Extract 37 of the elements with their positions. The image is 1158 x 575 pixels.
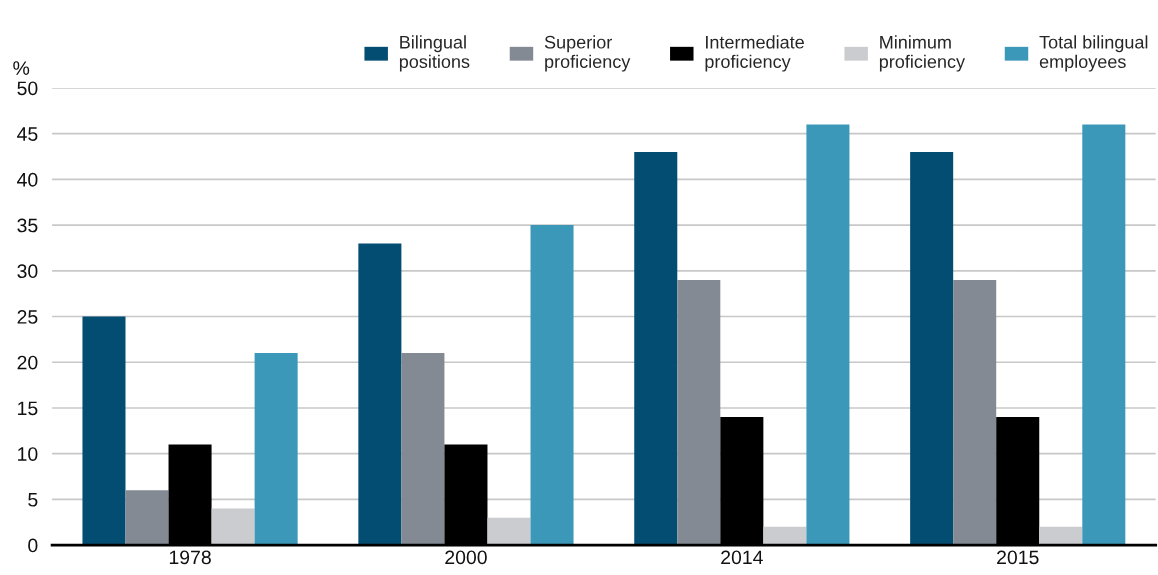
y-tick-label: 45 xyxy=(17,127,38,141)
y-axis-title: % xyxy=(13,61,30,75)
y-tick-label: 10 xyxy=(18,447,38,461)
bar xyxy=(82,316,126,546)
x-tick-label: 2015 xyxy=(997,550,1039,565)
bar xyxy=(125,490,169,546)
legend-label: Intermediate proficiency xyxy=(705,35,804,72)
legend-label: Minimum proficiency xyxy=(879,35,966,72)
y-tick-label: 25 xyxy=(17,310,38,324)
bar xyxy=(530,225,574,546)
y-tick-label: 5 xyxy=(28,493,38,507)
y-tick-label: 40 xyxy=(17,172,38,187)
bar xyxy=(677,279,721,546)
x-tick-label: 1978 xyxy=(169,550,211,565)
bar xyxy=(254,353,298,546)
y-tick-label: 30 xyxy=(17,264,38,279)
y-tick-label: 20 xyxy=(17,355,38,370)
bar xyxy=(1082,124,1126,546)
x-tick-label: 2014 xyxy=(721,550,763,565)
y-tick-label: 15 xyxy=(18,401,38,416)
bar xyxy=(1039,526,1083,546)
legend-label: Bilingual positions xyxy=(399,35,470,72)
y-tick-label: 0 xyxy=(28,538,38,553)
bar xyxy=(910,151,954,546)
bar xyxy=(401,353,445,546)
bar xyxy=(763,526,807,546)
y-tick-label: 35 xyxy=(17,218,38,233)
bar xyxy=(358,243,402,546)
x-tick-label: 2000 xyxy=(445,550,487,565)
legend-label: Superior proficiency xyxy=(544,35,631,72)
bar xyxy=(953,279,997,546)
bar xyxy=(211,508,255,546)
bar xyxy=(634,151,678,546)
bar xyxy=(487,517,531,546)
y-tick-label: 50 xyxy=(17,81,38,96)
bar xyxy=(806,124,850,546)
legend-label: Total bilingual employees xyxy=(1039,35,1148,72)
